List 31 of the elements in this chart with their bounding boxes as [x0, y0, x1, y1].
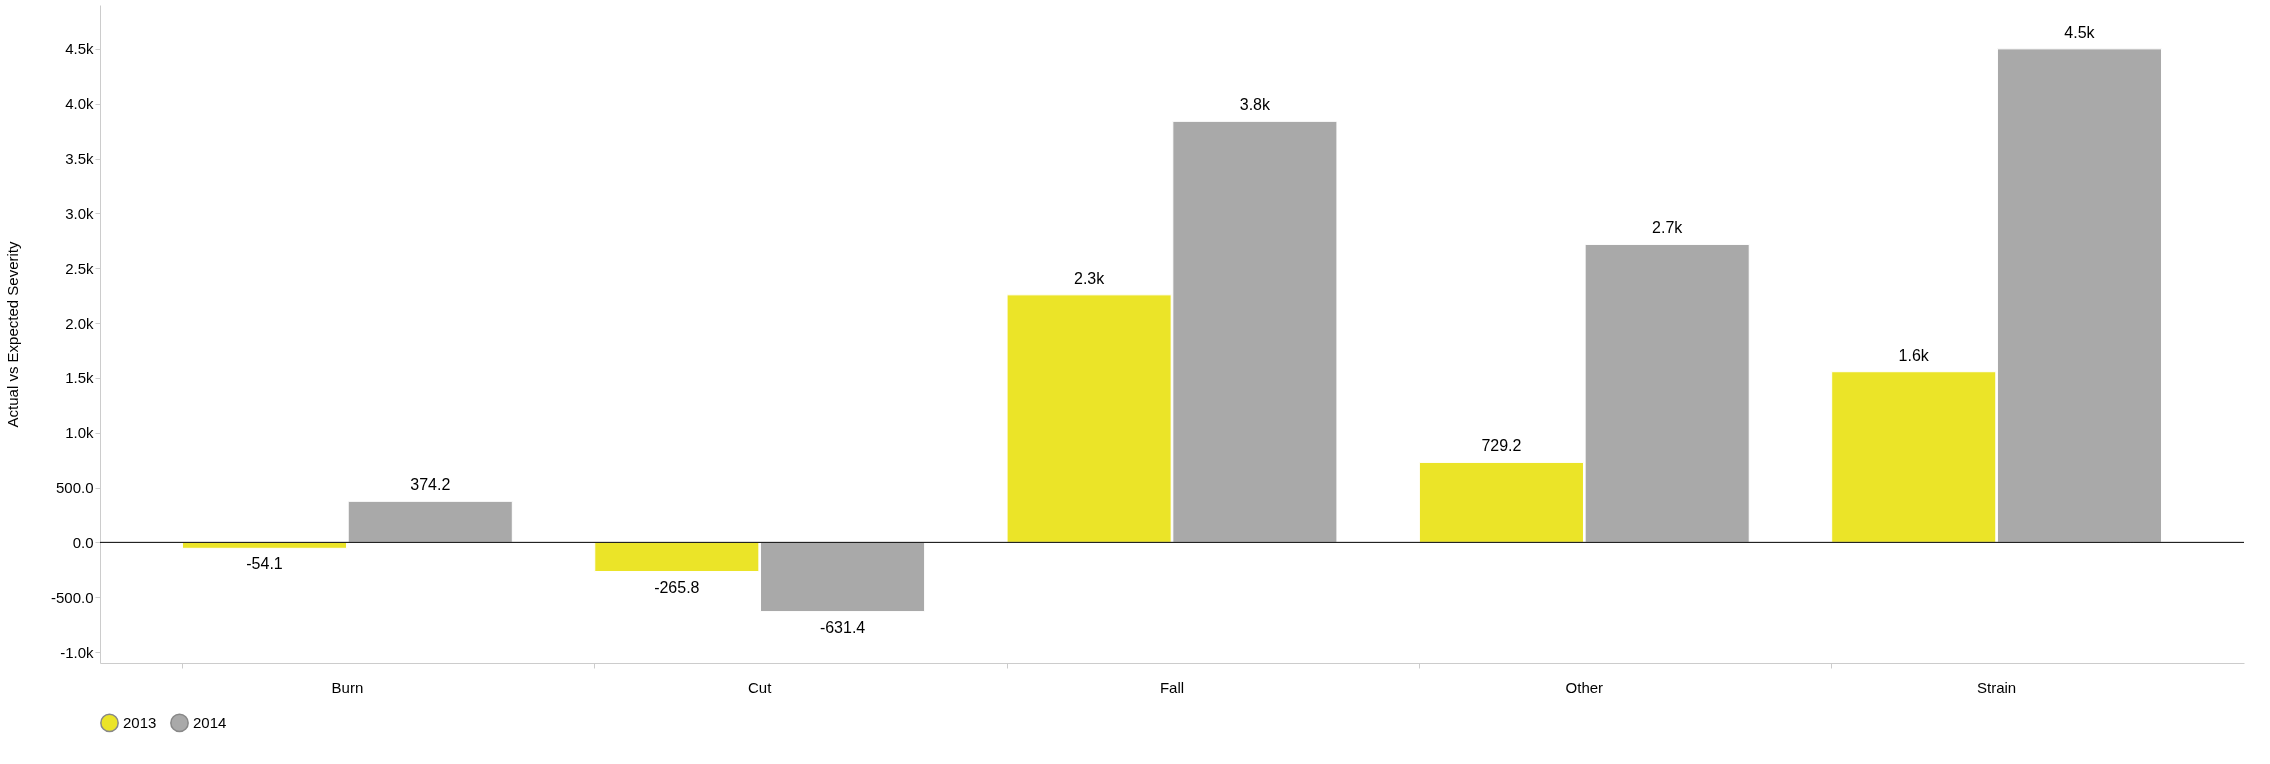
y-tick-label: 2.5k: [65, 259, 94, 277]
y-tick-label: 4.0k: [65, 95, 94, 113]
x-tick-label: Other: [1565, 678, 1604, 696]
x-tick-label: Strain: [1977, 678, 2017, 696]
data-label: 2.7k: [1652, 219, 1684, 237]
data-label: 729.2: [1481, 437, 1522, 455]
bar: [347, 500, 513, 543]
y-tick-label: 4.5k: [65, 40, 94, 58]
x-tick-label: Cut: [748, 678, 773, 696]
x-tick-label: Fall: [1159, 678, 1185, 696]
data-label: -631.4: [819, 618, 866, 636]
data-label: 374.2: [410, 476, 451, 494]
y-axis-title: Actual vs Expected Severity: [3, 241, 21, 428]
y-tick-label: 1.0k: [65, 424, 94, 442]
y-tick-label: -500.0: [50, 588, 94, 606]
y-tick-label: 0.0: [72, 533, 94, 551]
y-tick-label: 500.0: [55, 479, 94, 497]
data-label: 1.6k: [1898, 346, 1930, 364]
data-label: 4.5k: [2064, 23, 2096, 41]
data-label: -54.1: [246, 555, 283, 573]
y-tick-label: 2.0k: [65, 314, 94, 332]
data-label: 3.8k: [1239, 96, 1271, 114]
data-label: -265.8: [654, 578, 700, 596]
legend-label: 2014: [193, 713, 227, 731]
y-tick-label: 1.5k: [65, 369, 94, 387]
y-tick-label: 3.5k: [65, 150, 94, 168]
y-tick-label: -1.0k: [60, 643, 94, 661]
y-tick-label: 3.0k: [65, 204, 94, 222]
legend-label: 2013: [123, 713, 157, 731]
x-tick-label: Burn: [331, 678, 364, 696]
data-label: 2.3k: [1074, 269, 1106, 287]
